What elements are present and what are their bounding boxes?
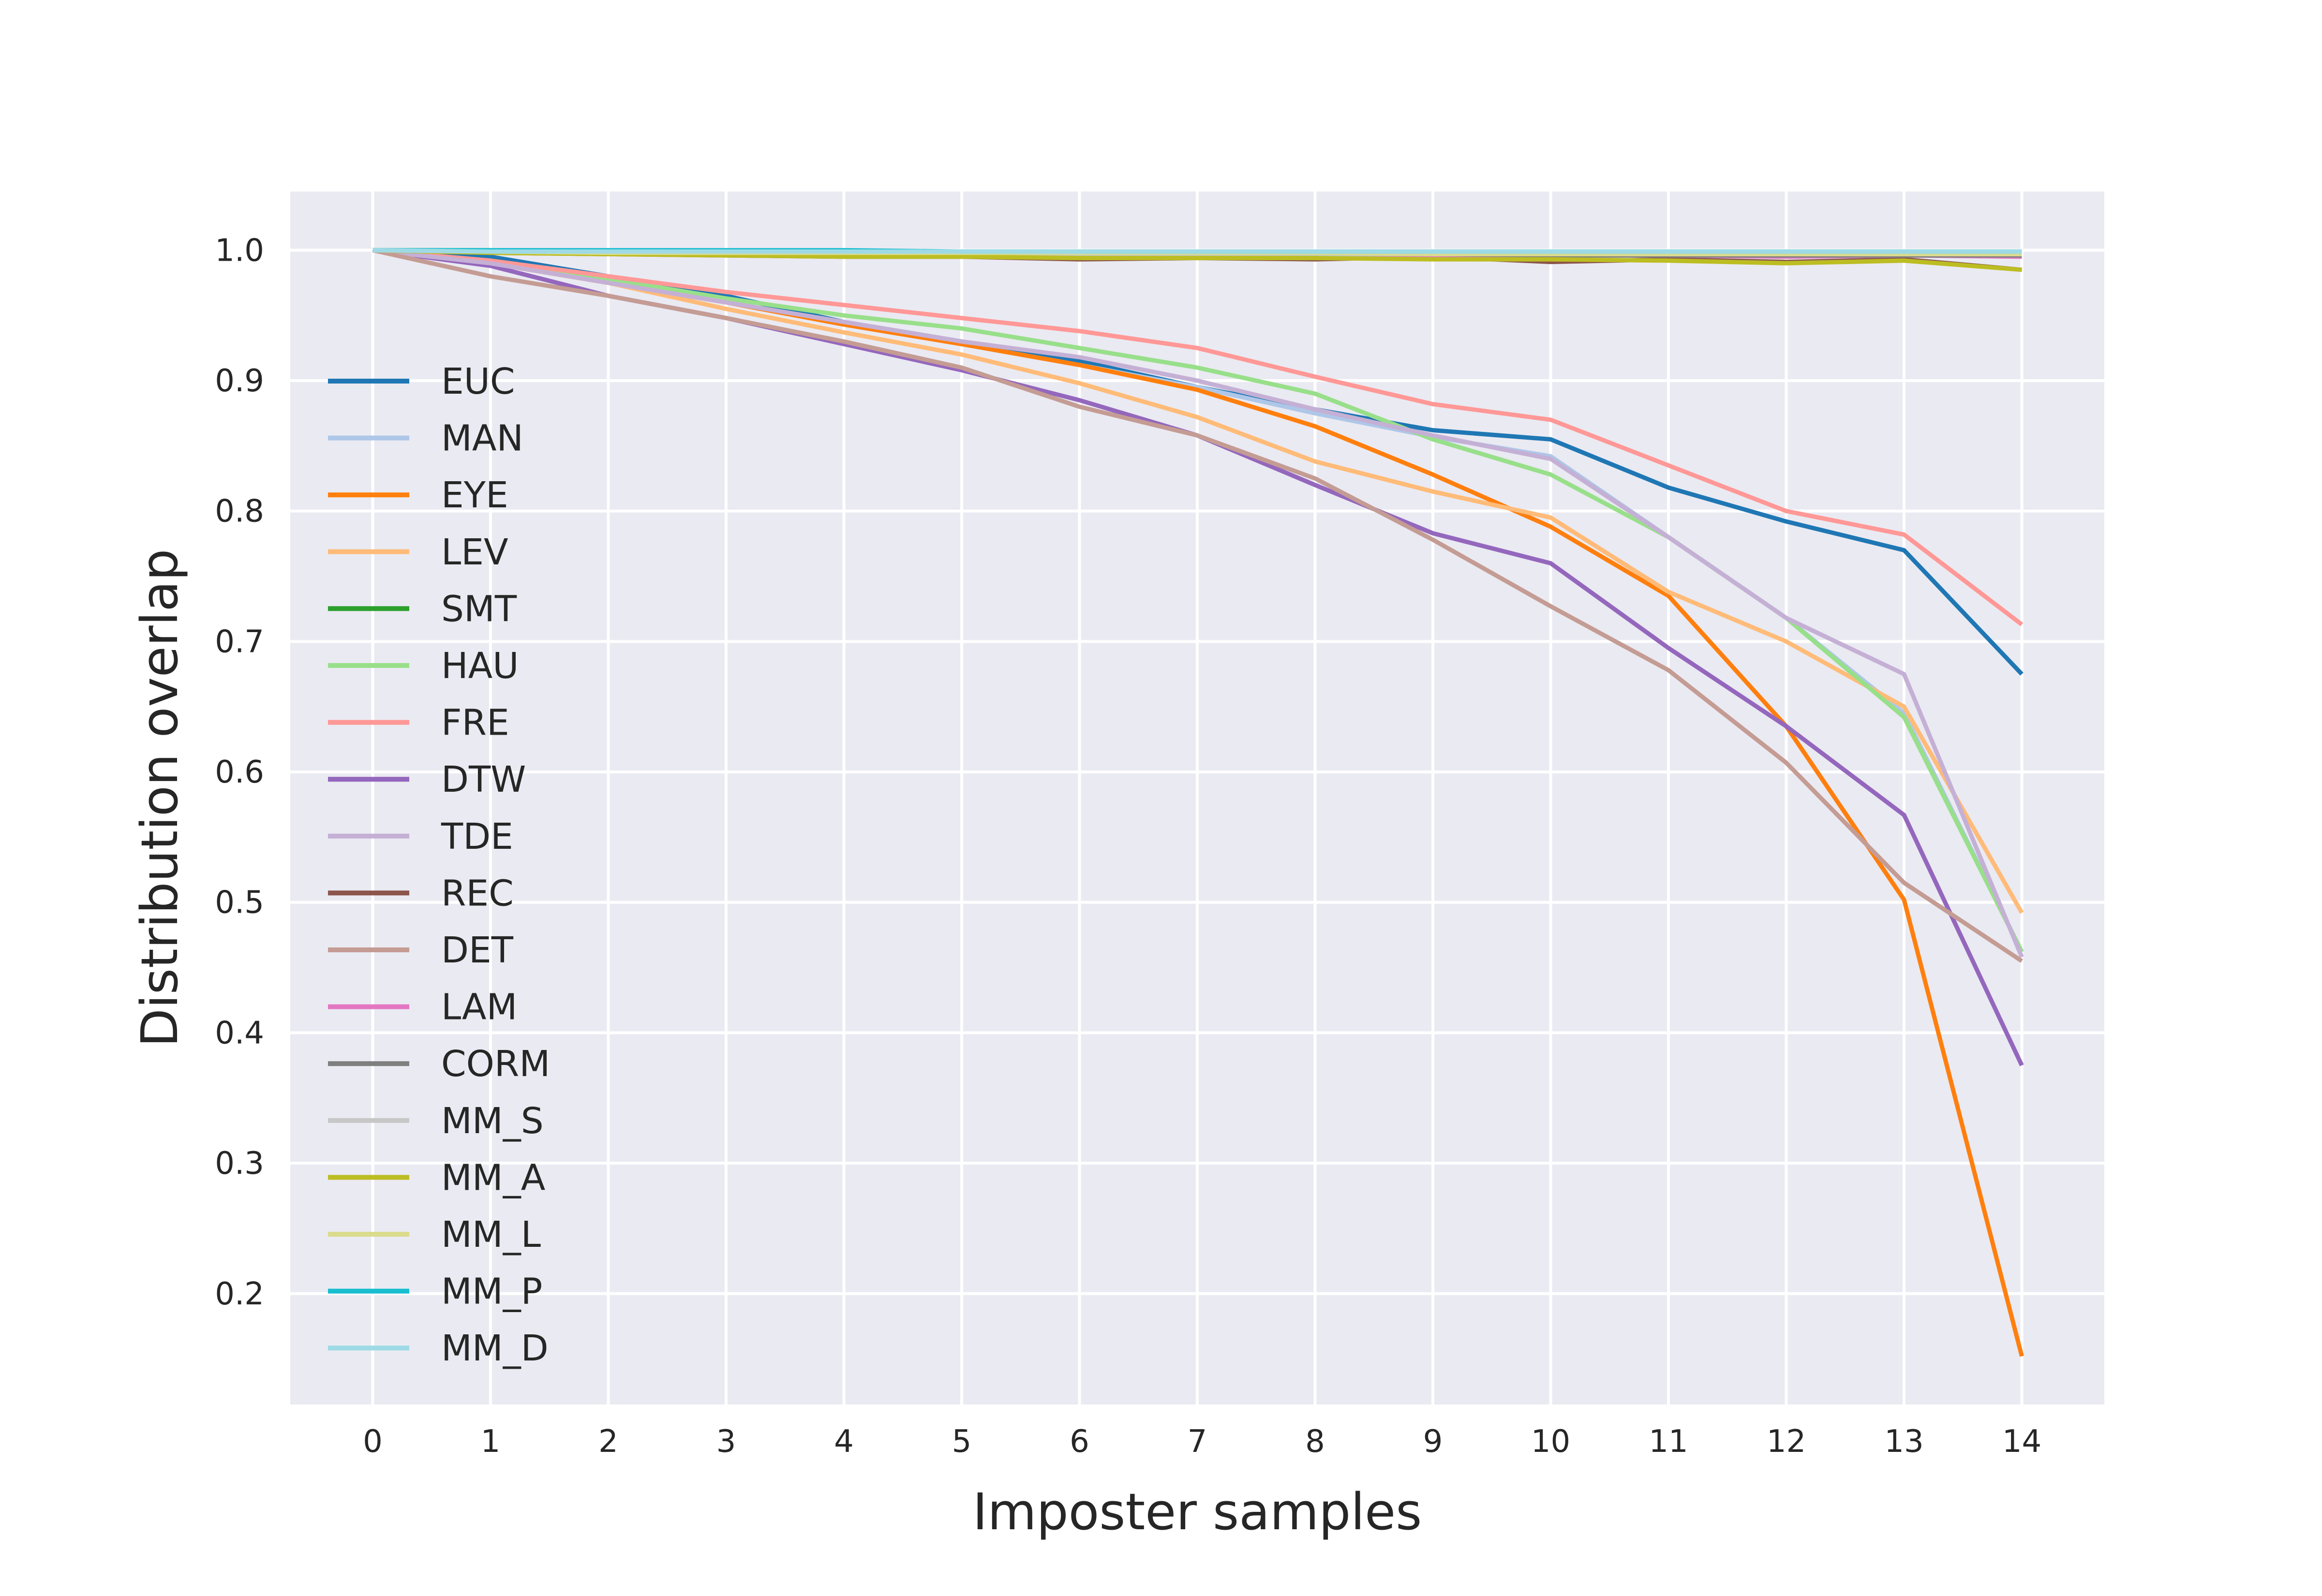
- legend-label: HAU: [441, 645, 519, 687]
- legend-label: EYE: [441, 474, 508, 516]
- y-tick-label: 1.0: [215, 233, 264, 268]
- series-line-fre: [372, 248, 2024, 626]
- legend-label: MM_A: [441, 1157, 546, 1198]
- x-tick-label: 12: [1767, 1424, 1806, 1460]
- x-tick-label: 5: [952, 1424, 972, 1460]
- series-lines: [372, 248, 2024, 1357]
- y-tick-label: 0.8: [215, 494, 264, 530]
- legend-label: MM_S: [441, 1100, 544, 1142]
- legend-label: MM_P: [441, 1271, 542, 1313]
- y-tick-label: 0.3: [215, 1146, 264, 1182]
- legend-label: CORM: [441, 1043, 550, 1085]
- legend-label: MAN: [441, 418, 523, 459]
- legend-label: MM_D: [441, 1328, 549, 1369]
- legend-label: EUC: [441, 361, 515, 402]
- legend-label: FRE: [441, 702, 509, 744]
- x-tick-label: 13: [1884, 1424, 1923, 1460]
- series-line-tde: [372, 248, 2024, 958]
- x-tick-label: 11: [1649, 1424, 1688, 1460]
- series-line-det: [372, 248, 2023, 963]
- x-tick-label: 6: [1070, 1424, 1089, 1460]
- legend-label: SMT: [441, 588, 517, 630]
- x-tick-label: 10: [1531, 1424, 1570, 1460]
- y-tick-label: 0.9: [215, 363, 264, 399]
- x-tick-label: 9: [1423, 1424, 1443, 1460]
- y-tick-label: 0.2: [215, 1276, 264, 1312]
- y-tick-label: 0.7: [215, 624, 264, 660]
- x-tick-label: 0: [363, 1424, 383, 1460]
- x-tick-label: 3: [716, 1424, 736, 1460]
- legend-label: MM_L: [441, 1214, 541, 1256]
- legend-label: LAM: [441, 987, 517, 1028]
- legend-label: TDE: [441, 816, 513, 857]
- y-axis-title: Distribution overlap: [130, 549, 189, 1047]
- legend-label: DTW: [441, 759, 526, 800]
- y-tick-labels: 0.2 0.3 0.4 0.5 0.6 0.7 0.8 0.9 1.0: [215, 233, 264, 1312]
- y-tick-label: 0.6: [215, 754, 264, 790]
- legend: EUC MAN EYE LEV SMT HAU FRE DTW TDE REC DET LAM CORM…: [328, 361, 550, 1369]
- x-tick-label: 14: [2002, 1424, 2041, 1460]
- legend-label: LEV: [441, 532, 508, 573]
- x-axis-title: Imposter samples: [973, 1482, 1422, 1541]
- y-tick-label: 0.5: [215, 885, 264, 921]
- x-tick-label: 7: [1188, 1424, 1207, 1460]
- legend-label: DET: [441, 930, 514, 971]
- x-tick-labels: 0 1 2 3 4 5 6 7 8 9 10 11 12 13 14: [363, 1424, 2041, 1460]
- legend-label: REC: [441, 872, 514, 914]
- x-tick-label: 2: [598, 1424, 618, 1460]
- x-tick-label: 4: [834, 1424, 854, 1460]
- x-tick-label: 8: [1305, 1424, 1325, 1460]
- y-tick-label: 0.4: [215, 1015, 264, 1051]
- x-tick-label: 1: [481, 1424, 501, 1460]
- series-line-mm-d: [372, 248, 2022, 254]
